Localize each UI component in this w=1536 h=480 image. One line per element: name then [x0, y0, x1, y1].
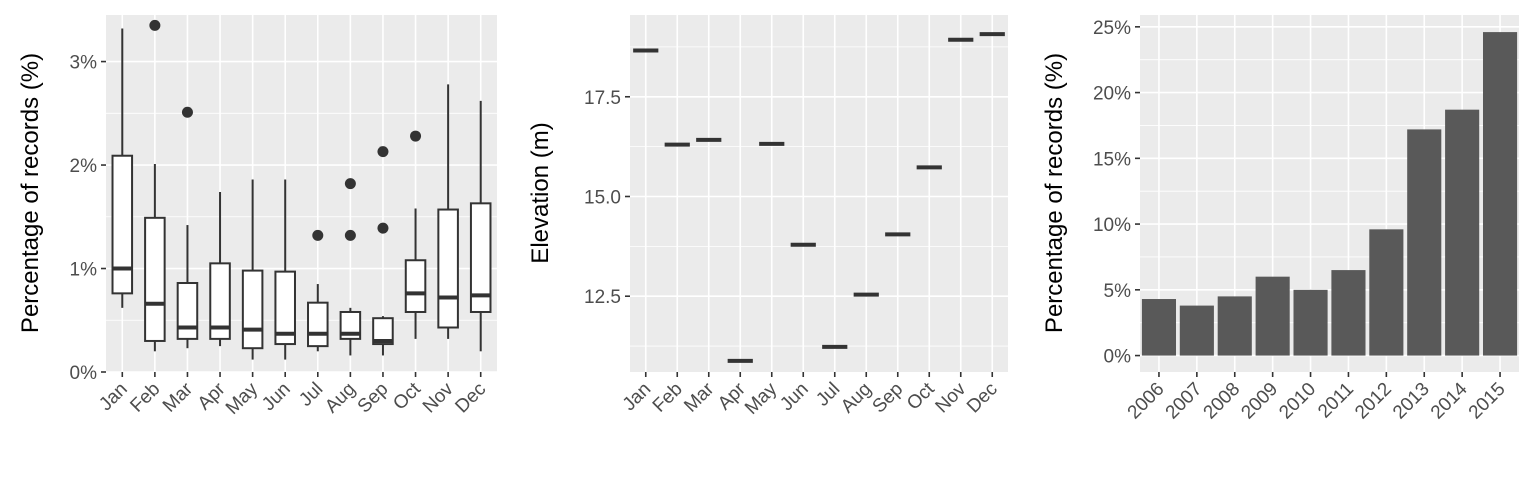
x-tick-label: Mar	[159, 378, 197, 416]
bar-2009	[1255, 276, 1290, 356]
x-tick-label: 2006	[1124, 379, 1169, 424]
x-tick-label: Nov	[932, 378, 971, 417]
box-oct	[404, 130, 427, 339]
x-tick-label: May	[222, 378, 263, 419]
box-jan	[111, 28, 134, 308]
bar-2014	[1445, 109, 1480, 356]
y-tick-label: 17.5	[584, 88, 621, 109]
box-iqr	[176, 282, 199, 340]
y-tick-label: 15%	[1093, 149, 1131, 170]
y-tick-label: 5%	[1104, 281, 1132, 302]
x-tick-label: Feb	[126, 379, 164, 417]
x-tick-label: 2010	[1275, 379, 1320, 424]
x-tick-label: Apr	[194, 378, 230, 414]
x-tick-label: Jun	[258, 379, 295, 416]
x-tick-label: 2013	[1389, 379, 1434, 424]
x-tick-label: Jan	[95, 379, 132, 416]
box-mar	[176, 106, 199, 349]
box-outlier-point	[149, 19, 161, 31]
bar-2006	[1141, 299, 1177, 356]
box-nov	[437, 84, 459, 339]
box-outlier-point	[181, 106, 193, 118]
x-tick-label: 2012	[1351, 379, 1396, 424]
bar-2011	[1331, 270, 1366, 356]
x-tick-label: Mar	[680, 378, 718, 416]
bar-2012	[1369, 229, 1404, 356]
box-jul	[307, 229, 329, 352]
x-tick-label: 2009	[1237, 379, 1282, 424]
box-sep	[372, 146, 394, 356]
x-tick-label: Oct	[389, 378, 425, 414]
panel-background	[630, 15, 1008, 372]
box-iqr	[144, 216, 166, 342]
x-tick-label: 2007	[1162, 379, 1207, 424]
box-outlier-point	[344, 178, 356, 190]
y-tick-label: 20%	[1093, 84, 1131, 105]
x-tick-label: 2011	[1314, 379, 1358, 423]
y-tick-label: 1%	[70, 260, 98, 281]
bar-2010	[1293, 289, 1328, 356]
box-dec	[469, 100, 492, 352]
box-may	[241, 179, 264, 360]
x-tick-label: Dec	[451, 379, 490, 418]
y-tick-label: 10%	[1093, 215, 1131, 236]
box-iqr	[274, 270, 296, 346]
x-tick-label: Jun	[776, 379, 813, 416]
x-tick-label: Jul	[295, 379, 327, 411]
x-tick-label: 2008	[1200, 379, 1245, 424]
x-tick-label: Nov	[419, 378, 458, 417]
box-outlier-point	[312, 229, 324, 241]
box-iqr	[241, 269, 264, 350]
x-tick-label: May	[741, 378, 782, 419]
box-outlier-point	[410, 130, 422, 142]
x-tick-label: Sep	[354, 379, 393, 418]
box-outlier-point	[344, 229, 356, 241]
x-tick-label: 2014	[1427, 378, 1472, 423]
bar-2008	[1217, 296, 1252, 356]
x-tick-label: Aug	[321, 379, 360, 418]
y-tick-label: 0%	[1104, 347, 1132, 368]
x-tick-label: Feb	[649, 379, 687, 417]
bar-2015	[1482, 32, 1518, 356]
box-aug	[339, 178, 362, 356]
y-tick-label: 3%	[70, 53, 98, 74]
x-tick-label: Dec	[963, 379, 1002, 418]
x-tick-label: Sep	[869, 379, 908, 418]
bar-2007	[1179, 305, 1214, 356]
panel-yearly-percentage-bars: 0% 5% 10% 15% 20% 25% 200620072008200920102011…	[1041, 15, 1519, 423]
box-iqr	[307, 301, 329, 348]
x-tick-label: 2015	[1465, 379, 1510, 424]
x-tick-label: Aug	[837, 379, 876, 418]
box-apr	[209, 191, 231, 347]
y-tick-label: 25%	[1093, 18, 1131, 39]
box-iqr	[372, 317, 394, 346]
x-tick-label: Oct	[903, 378, 939, 414]
y-tick-label: 2%	[70, 156, 98, 177]
box-iqr	[437, 208, 459, 329]
bar-2013	[1407, 129, 1442, 356]
y-tick-label: 15.0	[584, 187, 621, 208]
panel-background	[106, 15, 497, 372]
x-tick-label: Jan	[619, 379, 656, 416]
box-iqr	[111, 154, 134, 295]
box-feb	[144, 19, 166, 352]
y-tick-label: 12.5	[584, 287, 621, 308]
y-axis-title: Elevation (m)	[527, 122, 554, 263]
box-outlier-point	[377, 222, 389, 234]
box-jun	[274, 179, 296, 360]
box-iqr	[404, 259, 427, 313]
box-iqr	[469, 202, 492, 313]
box-outlier-point	[377, 146, 389, 158]
y-tick-label: 0%	[70, 363, 98, 384]
y-axis-title: Percentage of records (%)	[17, 53, 44, 333]
box-iqr	[209, 262, 231, 340]
y-axis-title: Percentage of records (%)	[1041, 53, 1068, 333]
